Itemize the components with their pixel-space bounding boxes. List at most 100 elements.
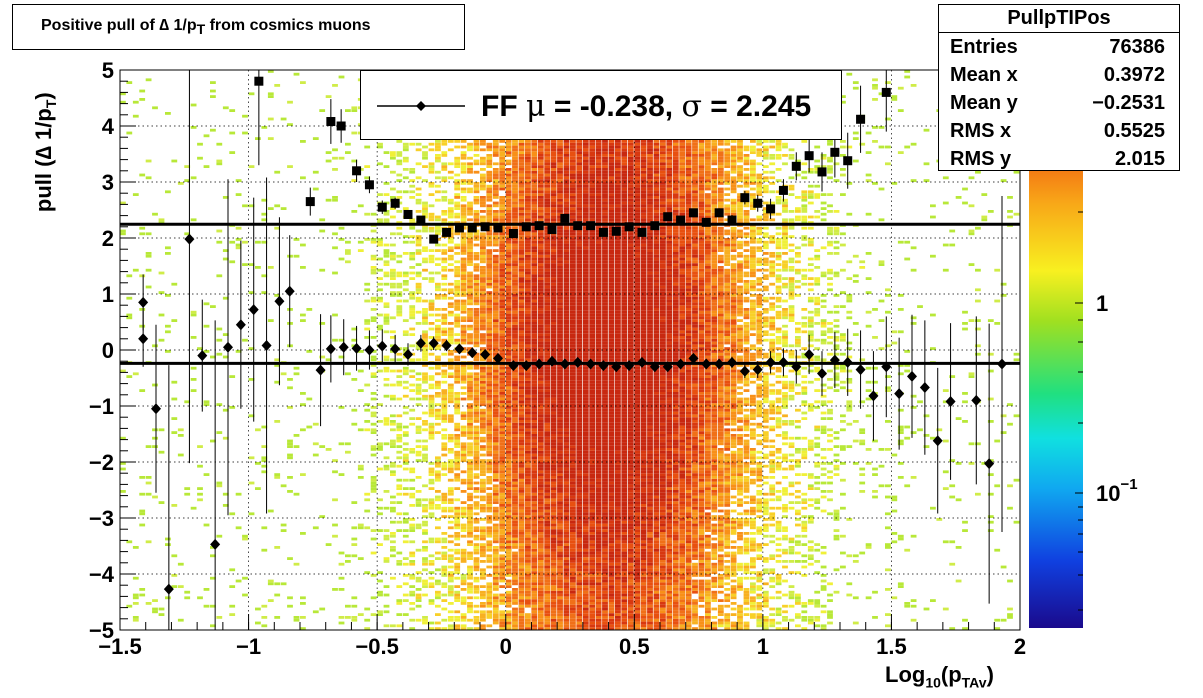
y-tick-label: −2 <box>89 450 114 475</box>
stats-row: Entries 76386 <box>950 36 1165 58</box>
data-point-square <box>753 198 763 208</box>
data-point-square <box>547 225 557 235</box>
data-point-diamond <box>151 403 161 415</box>
data-point-diamond <box>223 341 233 353</box>
y-tick-label: −5 <box>89 618 114 643</box>
data-point-diamond <box>894 388 905 400</box>
data-point-square <box>714 208 724 218</box>
data-point-diamond <box>377 340 388 352</box>
data-point-diamond <box>855 364 866 376</box>
data-point-square <box>830 147 840 157</box>
x-tick-label: 0 <box>500 634 512 659</box>
stats-row: RMS y 2.015 <box>950 148 1165 170</box>
y-tick-label: −3 <box>89 506 114 531</box>
data-point-diamond <box>829 354 840 366</box>
data-point-square <box>377 202 387 212</box>
data-point-diamond <box>881 361 892 373</box>
data-point-square <box>663 212 673 222</box>
data-point-square <box>804 151 814 161</box>
data-point-diamond <box>791 361 802 373</box>
data-point-square <box>791 161 801 171</box>
colorbar-tick-label: 10−1 <box>1096 476 1138 506</box>
data-point-diamond <box>235 319 246 331</box>
legend-box: FF μ = -0.238, σ = 2.245 <box>360 70 842 140</box>
title-box: Positive pull of ∆ 1/pT from cosmics muo… <box>12 4 465 50</box>
y-tick-label: −4 <box>89 562 115 587</box>
data-point-square <box>817 167 827 177</box>
data-point-diamond <box>945 396 956 408</box>
data-point-square <box>598 227 608 237</box>
data-point-square <box>305 197 315 207</box>
data-series <box>138 70 1007 630</box>
data-point-diamond <box>688 352 699 364</box>
data-point-diamond <box>364 344 375 356</box>
data-point-diamond <box>138 296 149 308</box>
stats-row: RMS x 0.5525 <box>950 120 1165 142</box>
data-point-diamond <box>739 365 750 377</box>
data-point-diamond <box>428 337 439 349</box>
data-point-square <box>352 166 362 176</box>
y-tick-label: 3 <box>102 170 114 195</box>
data-point-diamond <box>585 358 596 370</box>
data-point-square <box>534 221 544 231</box>
data-point-diamond <box>559 358 570 370</box>
data-point-diamond <box>907 370 917 382</box>
data-point-diamond <box>611 361 622 373</box>
data-point-diamond <box>274 295 285 307</box>
data-point-square <box>560 213 570 223</box>
data-point-diamond <box>534 358 545 370</box>
data-point-square <box>467 223 477 233</box>
data-point-square <box>727 215 737 225</box>
data-point-diamond <box>493 352 503 364</box>
data-point-square <box>573 221 583 231</box>
data-point-diamond <box>325 343 336 355</box>
data-point-diamond <box>572 356 583 368</box>
x-tick-label: 2 <box>1014 634 1026 659</box>
data-point-square <box>508 229 518 239</box>
data-point-diamond <box>765 356 776 368</box>
data-point-square <box>676 215 686 225</box>
data-point-diamond <box>351 342 362 354</box>
data-point-diamond <box>598 360 609 372</box>
data-point-diamond <box>649 361 660 373</box>
x-tick-label: −0.5 <box>355 634 398 659</box>
colorbar-ticks: 10−1 1 <box>1075 122 1138 611</box>
data-point-diamond <box>778 356 789 368</box>
data-point-diamond <box>675 358 686 370</box>
data-point-diamond <box>248 304 259 316</box>
data-point-square <box>881 87 891 97</box>
data-point-square <box>521 222 531 232</box>
y-tick-label: −1 <box>89 394 114 419</box>
data-point-diamond <box>415 337 426 349</box>
stats-name: PullpTIPos <box>939 5 1179 33</box>
x-tick-label: 1.5 <box>876 634 907 659</box>
y-tick-label: 4 <box>102 114 115 139</box>
data-point-diamond <box>521 360 532 372</box>
data-point-diamond <box>338 341 349 353</box>
data-point-diamond <box>919 382 930 394</box>
data-point-diamond <box>932 435 943 447</box>
data-point-square <box>416 215 426 225</box>
data-point-diamond <box>454 343 465 355</box>
data-point-square <box>688 208 698 218</box>
data-point-square <box>624 222 634 232</box>
heatmap-cells <box>120 70 1020 630</box>
data-point-diamond <box>547 355 557 367</box>
data-point-square <box>480 222 490 232</box>
data-point-square <box>493 223 503 233</box>
data-point-diamond <box>817 368 827 380</box>
legend-marker-icon <box>377 101 465 111</box>
data-point-square <box>611 226 621 236</box>
x-tick-label: 1 <box>757 634 769 659</box>
data-point-square <box>650 221 660 231</box>
data-point-diamond <box>261 340 272 352</box>
chart-title: Positive pull of ∆ 1/pT from cosmics muo… <box>41 17 371 38</box>
data-point-diamond <box>971 394 982 406</box>
data-point-diamond <box>315 364 326 376</box>
data-point-diamond <box>197 350 208 362</box>
data-point-diamond <box>662 361 673 373</box>
data-point-square <box>326 117 336 127</box>
data-point-square <box>740 193 750 203</box>
data-point-square <box>390 198 400 208</box>
data-point-diamond <box>804 348 815 360</box>
